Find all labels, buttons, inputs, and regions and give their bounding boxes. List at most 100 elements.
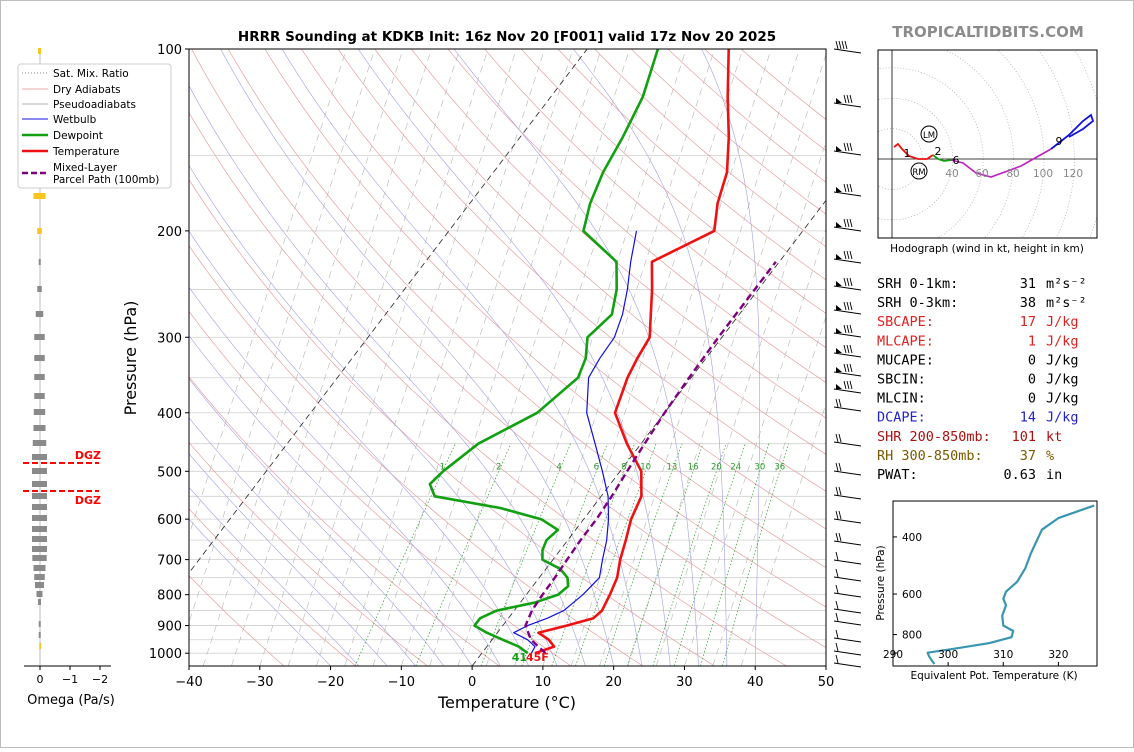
omega-bar <box>32 481 47 487</box>
theta-e-line <box>926 504 1095 665</box>
dry-adiabat-line <box>337 49 826 492</box>
legend-label: Dry Adiabats <box>53 84 121 96</box>
right-mover-label: RM <box>912 168 925 178</box>
wind-barb-flag <box>835 532 839 542</box>
param-value: 0 <box>1028 372 1036 388</box>
param-unit: in <box>1046 467 1062 483</box>
wind-barb <box>833 600 862 614</box>
moist-adiabat-line <box>189 286 501 666</box>
dry-adiabat-line <box>264 49 826 569</box>
param-label: SBCAPE: <box>877 314 934 330</box>
wind-barb <box>833 277 862 291</box>
wind-barb <box>833 40 862 54</box>
wind-barb-staff <box>833 226 862 232</box>
y-tick-label: 100 <box>157 43 182 58</box>
pseudoadiabat-line <box>189 49 347 536</box>
wind-barb-flag <box>835 462 839 472</box>
wind-barb-flag <box>849 250 853 260</box>
omega-bar <box>32 454 47 460</box>
wind-barb-staff <box>833 48 862 54</box>
wind-barb-flag <box>846 142 850 152</box>
wind-barb-staff <box>833 352 862 358</box>
wind-barb-flag <box>835 486 839 496</box>
param-value: 14 <box>1020 410 1036 426</box>
wind-barb-flag <box>838 398 842 408</box>
wind-barb-flag <box>846 380 850 390</box>
wind-barb-flag <box>835 612 839 622</box>
moist-adiabat-line <box>220 49 614 666</box>
hodo-ring-label-60: 60 <box>975 168 988 180</box>
wind-barb-staff <box>833 371 862 377</box>
param-unit: m²s⁻² <box>1046 295 1087 311</box>
y-tick-label: 700 <box>157 554 182 569</box>
mixing-ratio-label: 36 <box>774 462 785 472</box>
omega-bar <box>32 546 47 552</box>
dry-adiabat-line <box>411 49 826 419</box>
pseudoadiabat-line <box>372 49 574 666</box>
wind-barb-flag <box>835 551 839 561</box>
wind-barb <box>833 654 862 668</box>
param-value: 31 <box>1020 276 1036 292</box>
dry-adiabat-line <box>374 49 826 455</box>
hodograph: 40 60 80 100 120 LM RM 1 2 6 9 Hodograph… <box>877 49 1098 255</box>
x-tick-label: 40 <box>747 675 764 690</box>
wind-barb-staff <box>833 650 862 656</box>
wind-barb-staff <box>833 258 862 264</box>
dry-adiabat-line <box>189 508 356 666</box>
mixing-ratio-line <box>627 443 704 666</box>
pseudoadiabat-line <box>542 49 744 666</box>
wind-barb-flag <box>846 94 850 104</box>
omega-tick-0: 0 <box>37 673 44 686</box>
wind-barb-flag <box>843 94 847 104</box>
mixing-ratio-line <box>603 443 683 666</box>
theta-x-tick-label: 310 <box>993 649 1013 661</box>
wind-barb-staff <box>833 388 862 394</box>
x-tick-label: 10 <box>535 675 552 690</box>
wind-barb-flag <box>846 277 850 287</box>
wind-barb-staff <box>833 406 862 412</box>
left-mover-label: LM <box>923 131 935 141</box>
hodo-point-9: 9 <box>1056 135 1063 148</box>
pseudoadiabat-line <box>287 49 489 666</box>
wind-barb-staff <box>833 559 862 565</box>
wind-barb-pennant <box>836 98 842 103</box>
omega-bar <box>32 536 47 542</box>
wind-barb-staff <box>833 576 862 582</box>
omega-xlabel: Omega (Pa/s) <box>27 693 115 708</box>
wind-barb-pennant <box>836 367 842 372</box>
pseudoadiabat-line <box>740 402 826 666</box>
mixing-ratio-label: 10 <box>640 462 651 472</box>
pseudoadiabat-line <box>231 49 432 666</box>
wind-barb <box>833 486 862 500</box>
dry-adiabat-line <box>189 376 500 666</box>
dry-adiabat-line <box>189 111 787 666</box>
mixing-ratio-label: 1 <box>440 462 445 472</box>
y-tick-label: 1000 <box>149 647 182 662</box>
wind-barb <box>833 301 862 315</box>
y-tick-label: 300 <box>157 331 182 346</box>
omega-bar <box>34 355 45 361</box>
mixing-ratio-line <box>480 443 571 666</box>
wind-barb-staff <box>833 191 862 197</box>
wind-barb-pennant <box>836 348 842 353</box>
mixing-ratio-line <box>700 443 770 666</box>
param-value: 0 <box>1028 391 1036 407</box>
x-tick-label: −40 <box>175 675 202 690</box>
dry-adiabat-line <box>447 49 826 384</box>
series-mixed-layer-parcel-path-100mb-line <box>524 261 777 655</box>
param-label: MLCAPE: <box>877 333 934 349</box>
wind-barb-flag <box>849 301 853 311</box>
omega-bar <box>33 565 46 571</box>
wind-barb-pennant <box>836 281 842 286</box>
wind-barb-flag <box>843 250 847 260</box>
wind-barb-flag <box>844 40 848 50</box>
dry-adiabat-line <box>189 310 572 666</box>
omega-bar <box>36 591 43 597</box>
hodograph-9km-plus <box>1050 113 1095 150</box>
wind-barb <box>833 398 862 412</box>
param-value: 38 <box>1020 295 1036 311</box>
param-value: 0 <box>1028 352 1036 368</box>
wind-barb-flag <box>849 183 853 193</box>
pseudoadiabat-line <box>457 49 659 666</box>
y-tick-label: 800 <box>157 589 182 604</box>
